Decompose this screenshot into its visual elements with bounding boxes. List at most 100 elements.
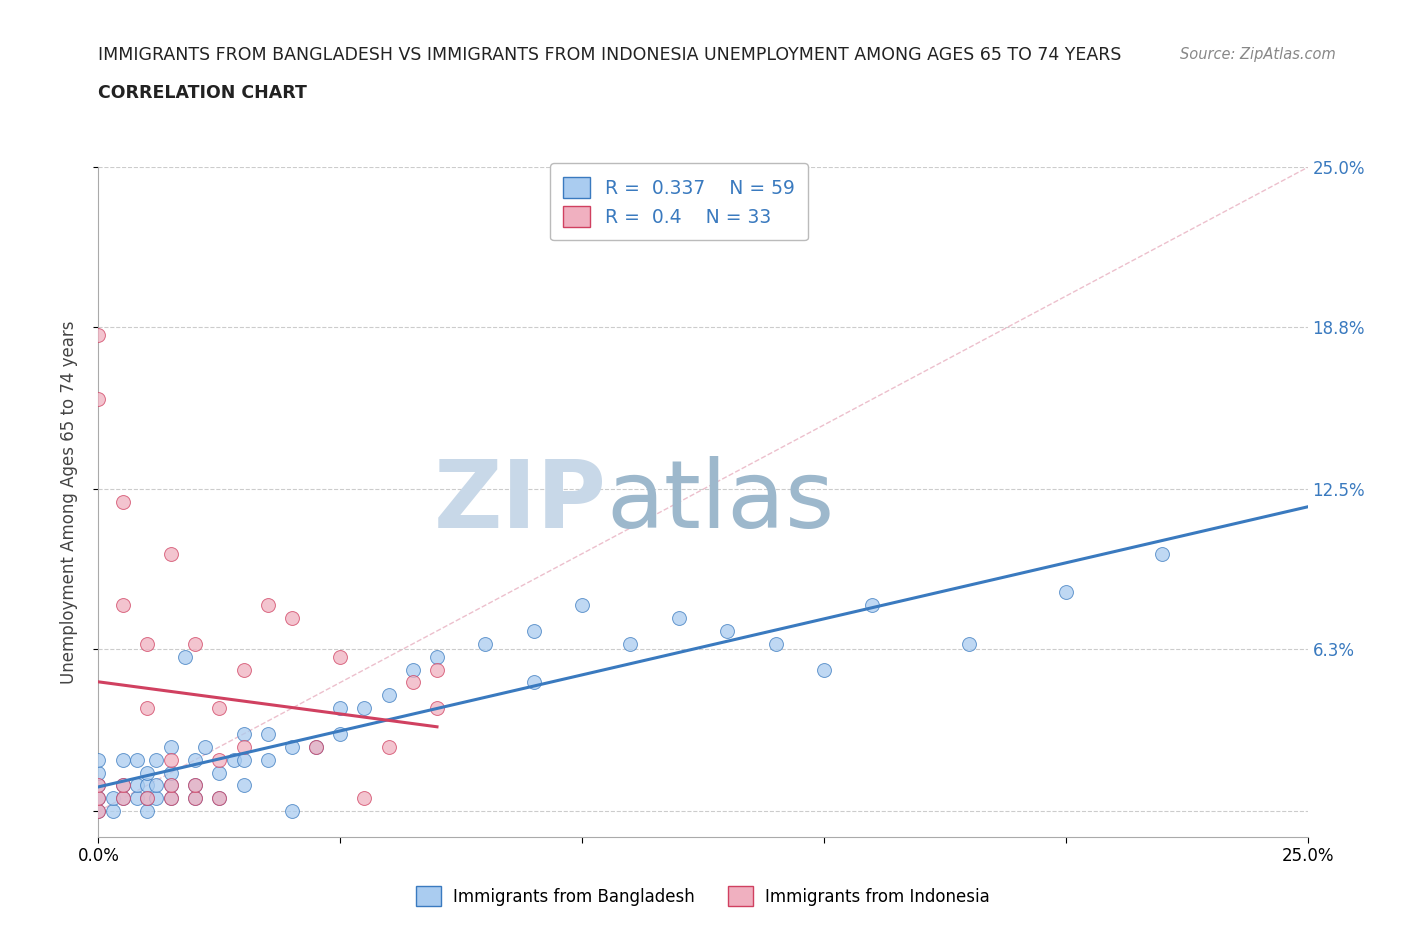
Point	[523, 675, 546, 690]
Point	[426, 701, 449, 716]
Text: atlas: atlas	[606, 457, 835, 548]
Point	[135, 636, 157, 651]
Point	[765, 636, 787, 651]
Point	[160, 739, 183, 754]
Point	[256, 598, 278, 613]
Point	[160, 790, 183, 805]
Point	[860, 598, 883, 613]
Point	[135, 790, 157, 805]
Point	[232, 662, 254, 677]
Point	[184, 778, 207, 793]
Point	[184, 636, 207, 651]
Text: IMMIGRANTS FROM BANGLADESH VS IMMIGRANTS FROM INDONESIA UNEMPLOYMENT AMONG AGES : IMMIGRANTS FROM BANGLADESH VS IMMIGRANTS…	[98, 46, 1122, 64]
Point	[377, 688, 399, 703]
Point	[329, 726, 352, 741]
Point	[281, 611, 304, 626]
Point	[426, 649, 449, 664]
Point	[222, 752, 245, 767]
Point	[101, 804, 124, 818]
Point	[353, 790, 375, 805]
Point	[716, 623, 738, 638]
Point	[571, 598, 593, 613]
Point	[135, 701, 157, 716]
Point	[523, 623, 546, 638]
Point	[184, 778, 207, 793]
Point	[184, 752, 207, 767]
Point	[135, 778, 157, 793]
Point	[1054, 585, 1077, 600]
Point	[87, 778, 110, 793]
Point	[232, 752, 254, 767]
Point	[160, 790, 183, 805]
Point	[402, 675, 425, 690]
Point	[111, 778, 134, 793]
Point	[135, 804, 157, 818]
Point	[87, 804, 110, 818]
Point	[184, 790, 207, 805]
Point	[232, 739, 254, 754]
Point	[256, 752, 278, 767]
Point	[402, 662, 425, 677]
Point	[87, 327, 110, 342]
Text: CORRELATION CHART: CORRELATION CHART	[98, 84, 308, 101]
Point	[145, 790, 167, 805]
Point	[208, 790, 231, 805]
Point	[194, 739, 217, 754]
Point	[87, 752, 110, 767]
Point	[160, 765, 183, 780]
Point	[111, 598, 134, 613]
Point	[135, 765, 157, 780]
Point	[111, 495, 134, 510]
Point	[135, 790, 157, 805]
Point	[305, 739, 328, 754]
Point	[160, 778, 183, 793]
Point	[111, 752, 134, 767]
Point	[208, 752, 231, 767]
Point	[160, 546, 183, 561]
Point	[353, 701, 375, 716]
Legend: R =  0.337    N = 59, R =  0.4    N = 33: R = 0.337 N = 59, R = 0.4 N = 33	[550, 164, 807, 241]
Point	[1152, 546, 1174, 561]
Point	[111, 790, 134, 805]
Text: Source: ZipAtlas.com: Source: ZipAtlas.com	[1180, 46, 1336, 61]
Point	[232, 726, 254, 741]
Point	[145, 752, 167, 767]
Point	[87, 778, 110, 793]
Point	[668, 611, 690, 626]
Point	[256, 726, 278, 741]
Point	[127, 752, 149, 767]
Point	[145, 778, 167, 793]
Y-axis label: Unemployment Among Ages 65 to 74 years: Unemployment Among Ages 65 to 74 years	[59, 321, 77, 684]
Point	[87, 392, 110, 406]
Point	[208, 790, 231, 805]
Legend: Immigrants from Bangladesh, Immigrants from Indonesia: Immigrants from Bangladesh, Immigrants f…	[409, 880, 997, 912]
Point	[87, 790, 110, 805]
Point	[174, 649, 197, 664]
Point	[101, 790, 124, 805]
Point	[127, 790, 149, 805]
Text: ZIP: ZIP	[433, 457, 606, 548]
Point	[111, 778, 134, 793]
Point	[160, 778, 183, 793]
Point	[377, 739, 399, 754]
Point	[87, 790, 110, 805]
Point	[329, 649, 352, 664]
Point	[127, 778, 149, 793]
Point	[426, 662, 449, 677]
Point	[232, 778, 254, 793]
Point	[329, 701, 352, 716]
Point	[281, 739, 304, 754]
Point	[208, 765, 231, 780]
Point	[208, 701, 231, 716]
Point	[957, 636, 980, 651]
Point	[87, 804, 110, 818]
Point	[305, 739, 328, 754]
Point	[619, 636, 641, 651]
Point	[160, 752, 183, 767]
Point	[813, 662, 835, 677]
Point	[184, 790, 207, 805]
Point	[281, 804, 304, 818]
Point	[87, 765, 110, 780]
Point	[474, 636, 496, 651]
Point	[111, 790, 134, 805]
